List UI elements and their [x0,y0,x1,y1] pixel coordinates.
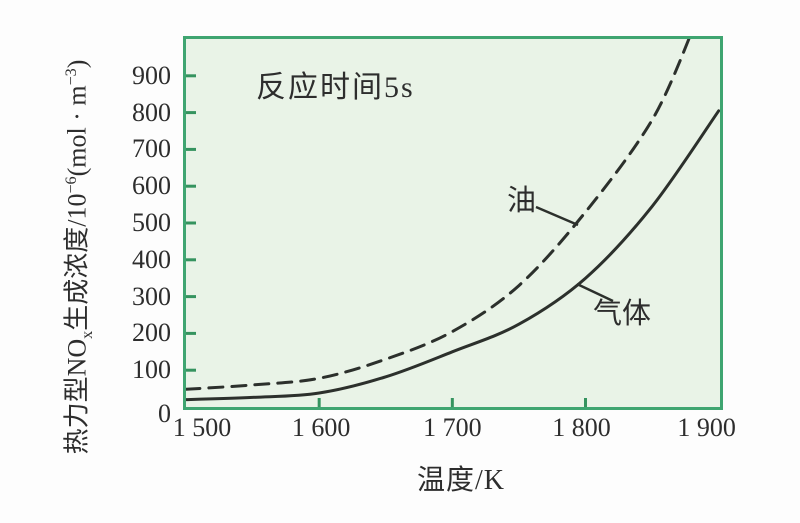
gas-curve [186,109,720,402]
oil-curve [186,39,691,391]
y-tick-label: 600 [132,171,171,201]
series-label-oil: 油 [507,185,537,217]
y-tick-label: 0 [158,399,171,428]
y-tick-label: 100 [132,355,171,385]
y-tick-label: 200 [132,318,171,348]
y-axis-title-segment: ) [62,59,92,69]
y-axis-title-segment: x [78,330,96,339]
gas-leader-line [576,282,614,303]
oil-leader-line [535,205,579,227]
y-axis-title-segment: 生成浓度/10 [62,193,92,331]
y-tick-label: 800 [132,97,171,127]
x-tick-label: 1 600 [291,413,351,442]
x-tick-label: 1 900 [677,413,736,442]
annotation-reaction-time: 反应时间5s [256,71,415,104]
y-tick-label: 500 [132,208,171,237]
y-axis-title-segment: 热力型NO [62,338,92,455]
x-axis-title: 温度/K [417,465,506,496]
y-axis-title-segment: −3 [63,68,80,86]
y-tick-label: 900 [132,60,171,90]
x-tick-label: 1 500 [172,413,232,442]
x-tick-label: 1 800 [552,413,611,442]
y-tick-label: 400 [132,244,171,274]
y-tick-label: 700 [132,134,171,164]
y-tick-label: 300 [132,281,171,311]
series-label-gas: 气体 [593,298,652,330]
curves-canvas [186,39,720,407]
plot-area [183,36,723,410]
y-axis-title-segment: −6 [63,176,80,194]
x-tick-label: 1 700 [423,413,482,442]
y-axis-title-segment: (mol · m [62,85,92,177]
y-axis-title: 热力型NOx生成浓度/10−6(mol · m−3) [55,53,96,461]
